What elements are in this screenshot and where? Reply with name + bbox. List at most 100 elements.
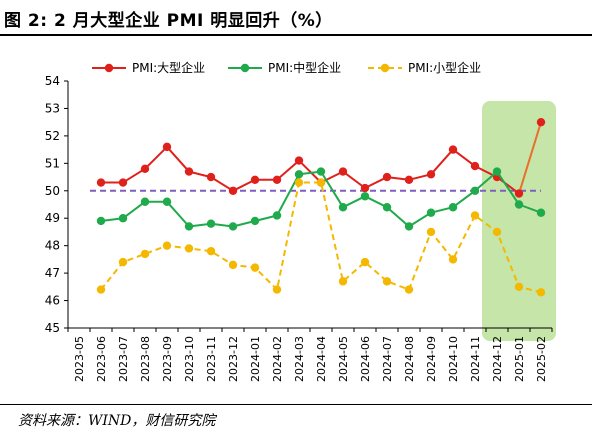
series-point	[206, 172, 216, 182]
x-tick-label: 2024-09	[425, 336, 438, 382]
x-tick-label: 2023-10	[183, 336, 196, 382]
series-point	[118, 257, 128, 267]
title-rule	[0, 34, 592, 36]
series-line-trailing	[518, 121, 542, 194]
series-point	[206, 246, 216, 256]
x-tick-label: 2024-08	[403, 336, 416, 382]
series-point	[294, 156, 304, 165]
x-tick-label: 2024-07	[381, 336, 394, 382]
series-point	[228, 260, 238, 270]
x-tick-label: 2024-02	[271, 336, 284, 382]
y-tick-label: 53	[45, 101, 60, 115]
series-point	[514, 200, 524, 209]
x-tick-label: 2024-05	[337, 336, 350, 382]
y-tick-label: 48	[45, 239, 60, 253]
series-point	[470, 186, 480, 195]
x-tick-label: 2024-11	[469, 336, 482, 382]
source-rule	[0, 404, 592, 405]
y-tick-label: 54	[45, 74, 60, 88]
highlight-band	[482, 101, 556, 341]
x-tick-label: 2023-08	[139, 336, 152, 382]
series-point	[184, 167, 194, 176]
series-3	[96, 178, 546, 297]
series-point	[338, 277, 348, 286]
series-point	[338, 203, 348, 212]
legend-label: PMI:小型企业	[408, 60, 481, 75]
y-tick-label: 46	[45, 294, 60, 308]
series-point	[360, 183, 370, 193]
series-point	[250, 263, 260, 272]
legend-marker	[104, 63, 114, 73]
series-point	[426, 208, 436, 217]
series-point	[250, 216, 260, 226]
series-point	[382, 203, 392, 212]
series-point	[140, 164, 150, 174]
series-point	[162, 142, 172, 152]
series-point	[96, 178, 106, 187]
series-point	[184, 244, 194, 253]
y-tick-label: 51	[45, 156, 60, 170]
legend-label: PMI:中型企业	[268, 60, 341, 75]
y-tick-label: 50	[45, 184, 60, 198]
series-point	[360, 257, 370, 267]
series-point	[118, 178, 128, 187]
series-point	[514, 282, 524, 292]
series-point	[514, 189, 524, 198]
series-point	[96, 216, 106, 226]
series-point	[184, 222, 194, 231]
series-point	[448, 255, 458, 264]
series-point	[360, 192, 370, 201]
x-tick-label: 2025-01	[513, 336, 526, 382]
series-point	[536, 288, 546, 297]
x-tick-label: 2024-01	[249, 336, 262, 382]
series-point	[448, 145, 458, 154]
x-tick-label: 2023-05	[73, 336, 86, 382]
series-point	[404, 285, 414, 294]
series-point	[470, 161, 480, 171]
y-tick-label: 52	[45, 129, 60, 143]
x-tick-label: 2023-11	[205, 336, 218, 382]
series-point	[492, 227, 502, 237]
series-point	[206, 219, 216, 228]
series-point	[272, 211, 282, 220]
x-tick-label: 2024-06	[359, 336, 372, 382]
x-tick-label: 2023-07	[117, 336, 130, 382]
series-point	[426, 170, 436, 179]
series-line	[101, 145, 520, 195]
series-point	[272, 175, 282, 184]
series-point	[316, 167, 326, 176]
series-point	[470, 211, 480, 220]
x-tick-label: 2025-02	[535, 336, 548, 382]
legend-label: PMI:大型企业	[132, 60, 205, 75]
series-point	[228, 186, 238, 195]
x-tick-label: 2023-06	[95, 336, 108, 382]
series-point	[162, 197, 172, 206]
series-point	[426, 227, 436, 237]
series-point	[536, 117, 546, 127]
x-tick-label: 2024-12	[491, 336, 504, 382]
series-point	[492, 167, 502, 176]
figure-title: 图 2: 2 月大型企业 PMI 明显回升（%）	[4, 11, 333, 31]
series-point	[140, 249, 150, 259]
series-point	[250, 175, 260, 184]
series-point	[316, 178, 326, 187]
series-1	[96, 117, 546, 198]
legend-marker	[240, 63, 250, 73]
x-tick-label: 2024-03	[293, 336, 306, 382]
series-point	[382, 277, 392, 286]
series-point	[338, 167, 348, 176]
x-tick-label: 2023-12	[227, 336, 240, 382]
series-point	[272, 285, 282, 294]
y-tick-label: 45	[45, 321, 60, 335]
series-point	[404, 175, 414, 184]
series-point	[536, 208, 546, 217]
series-point	[140, 197, 150, 206]
series-point	[448, 203, 458, 212]
series-point	[228, 222, 238, 231]
y-tick-label: 47	[45, 266, 60, 280]
x-tick-label: 2024-10	[447, 336, 460, 382]
series-point	[294, 170, 304, 179]
source-note: 资料来源：WIND，财信研究院	[18, 413, 216, 429]
series-point	[382, 172, 392, 182]
